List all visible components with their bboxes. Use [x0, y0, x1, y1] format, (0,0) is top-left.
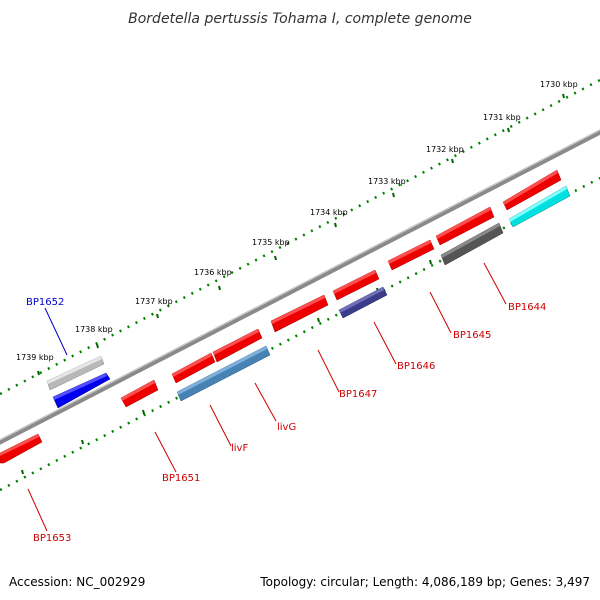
tick-label-1737: 1737 kbp: [135, 297, 173, 306]
ruler-labels: 1730 kbp 1731 kbp 1732 kbp 1733 kbp 1734…: [16, 80, 578, 362]
tick-label-1738: 1738 kbp: [75, 325, 113, 334]
ruler-major-ticks: [37, 93, 565, 376]
gene-bp1644[interactable]: [440, 222, 504, 266]
gene-bp1651[interactable]: [120, 379, 159, 408]
genome-summary-text: Topology: circular; Length: 4,086,189 bp…: [259, 575, 590, 589]
gene-label-bp1651: BP1651: [162, 473, 200, 484]
gene-label-bp1646: BP1646: [397, 361, 435, 372]
gene-livG[interactable]: [212, 328, 263, 363]
gene-label-bp1644: BP1644: [508, 302, 546, 313]
tick-label-1736: 1736 kbp: [194, 268, 232, 277]
tick-label-1732: 1732 kbp: [426, 145, 464, 154]
gene-bp1646[interactable]: [338, 286, 388, 319]
label-leaders: [27, 262, 507, 532]
gene-label-bp1645: BP1645: [453, 330, 491, 341]
tick-label-1733: 1733 kbp: [368, 177, 406, 186]
map-title: Bordetella pertussis Tohama I, complete …: [128, 11, 472, 27]
tick-label-1734: 1734 kbp: [310, 208, 348, 217]
gene-labels: BP1652 BP1653 BP1651 livF livG BP1647 BP…: [26, 297, 546, 544]
gene-label-bp1647: BP1647: [339, 389, 377, 400]
gene-gray-plus[interactable]: [46, 355, 105, 391]
gene-cyan[interactable]: [508, 185, 571, 228]
gene-bp1647[interactable]: [270, 294, 329, 333]
gene-label-bp1653: BP1653: [33, 533, 71, 544]
accession-text: Accession: NC_002929: [9, 575, 145, 589]
tick-label-1735: 1735 kbp: [252, 238, 290, 247]
outer-ruler: [0, 78, 600, 396]
gene-bp1645[interactable]: [387, 239, 435, 271]
gene-bp1652[interactable]: [52, 372, 111, 409]
tick-label-1731: 1731 kbp: [483, 113, 521, 122]
gene-red-d[interactable]: [502, 169, 562, 211]
gene-livF[interactable]: [176, 345, 271, 402]
tick-label-1730: 1730 kbp: [540, 80, 578, 89]
tick-label-1739: 1739 kbp: [16, 353, 54, 362]
genome-backbone: [0, 129, 600, 445]
gene-red-c[interactable]: [435, 206, 495, 246]
gene-red-b[interactable]: [332, 269, 380, 301]
inner-ruler: [0, 176, 600, 492]
gene-label-livG: livG: [277, 422, 296, 433]
gene-bp1653[interactable]: [0, 433, 43, 464]
gene-label-livF: livF: [231, 443, 248, 454]
gene-label-bp1652: BP1652: [26, 297, 64, 308]
gene-red-a[interactable]: [171, 352, 216, 384]
